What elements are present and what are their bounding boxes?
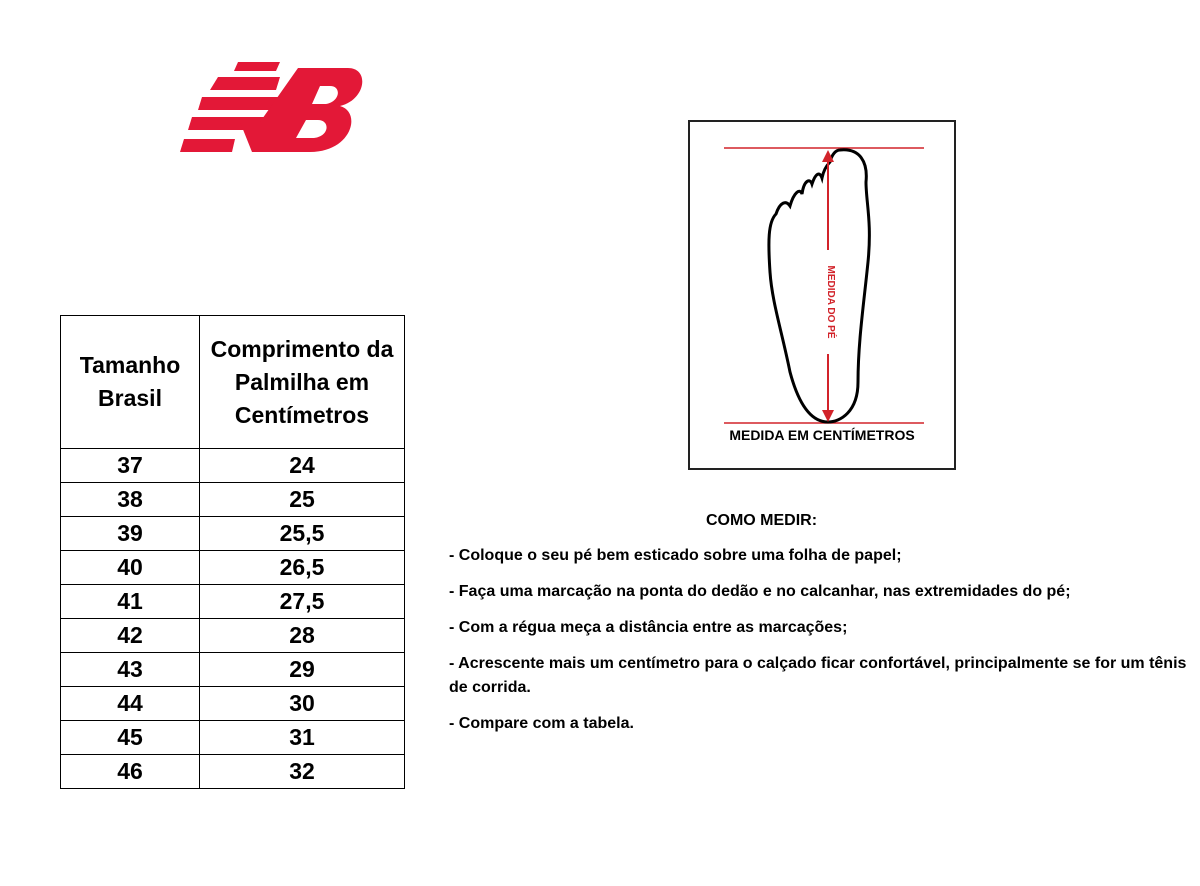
step: - Coloque o seu pé bem esticado sobre um…	[449, 547, 902, 564]
step: - Acrescente mais um centímetro para o c…	[449, 655, 1187, 696]
length-cell: 24	[199, 448, 405, 483]
length-cell: 28	[199, 618, 405, 653]
length-cell: 31	[199, 720, 405, 755]
table-row: 42 28	[60, 618, 405, 653]
size-cell: 39	[60, 516, 200, 551]
header-size: Tamanho Brasil	[60, 315, 200, 449]
length-cell: 26,5	[199, 550, 405, 585]
header-length: Comprimento da Palmilha em Centímetros	[199, 315, 405, 449]
step: - Com a régua meça a distância entre as …	[449, 619, 848, 636]
diagram-caption: MEDIDA EM CENTÍMETROS	[729, 427, 915, 443]
table-row: 38 25	[60, 482, 405, 517]
table-row: 40 26,5	[60, 550, 405, 585]
table-row: 43 29	[60, 652, 405, 687]
step: - Faça uma marcação na ponta do dedão e …	[449, 583, 1071, 600]
foot-illustration: MEDIDA DO PÉ	[724, 147, 924, 424]
size-cell: 37	[60, 448, 200, 483]
length-cell: 29	[199, 652, 405, 687]
size-cell: 43	[60, 652, 200, 687]
length-cell: 27,5	[199, 584, 405, 619]
step: - Compare com a tabela.	[449, 715, 634, 732]
length-cell: 30	[199, 686, 405, 721]
table-row: 37 24	[60, 448, 405, 483]
instructions: COMO MEDIR: - Coloque o seu pé bem estic…	[449, 512, 1189, 748]
length-cell: 32	[199, 754, 405, 789]
table-row: 44 30	[60, 686, 405, 721]
size-cell: 40	[60, 550, 200, 585]
size-cell: 44	[60, 686, 200, 721]
foot-length-label: MEDIDA DO PÉ	[825, 266, 838, 339]
table-row: 46 32	[60, 754, 405, 789]
size-cell: 42	[60, 618, 200, 653]
size-cell: 45	[60, 720, 200, 755]
table-row: 41 27,5	[60, 584, 405, 619]
instructions-title: COMO MEDIR:	[705, 512, 818, 529]
length-cell: 25	[199, 482, 405, 517]
table-row: 45 31	[60, 720, 405, 755]
size-cell: 46	[60, 754, 200, 789]
size-table: Tamanho Brasil Comprimento da Palmilha e…	[60, 315, 405, 789]
foot-measure-diagram: MEDIDA DO PÉ MEDIDA EM CENTÍMETROS	[688, 120, 956, 470]
size-cell: 41	[60, 584, 200, 619]
size-cell: 38	[60, 482, 200, 517]
new-balance-logo	[180, 62, 363, 152]
